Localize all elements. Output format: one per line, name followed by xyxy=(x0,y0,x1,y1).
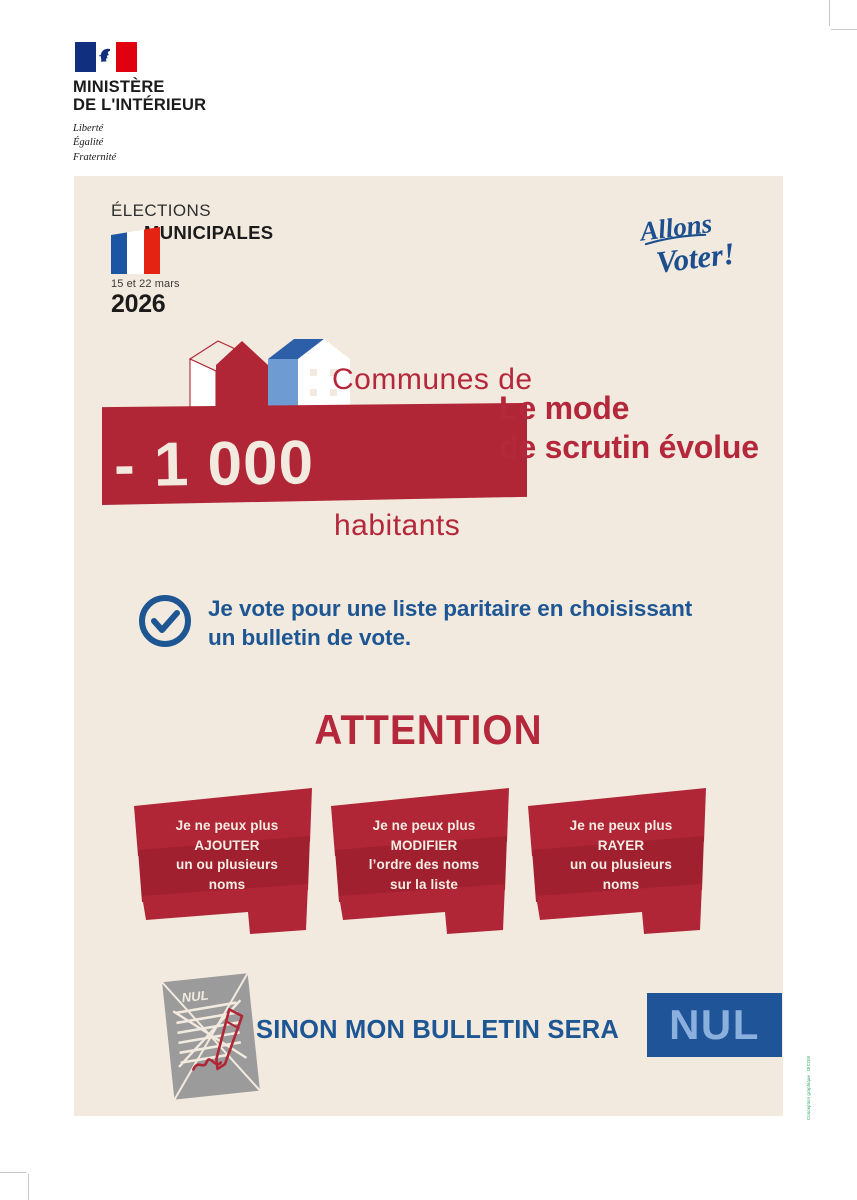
ribbon-rayer: Je ne peux plus RAYER un ou plusieurs no… xyxy=(526,784,716,944)
habitants-label: habitants xyxy=(334,509,461,542)
communes-block: Communes de - 1 000 habitants Le mode de… xyxy=(74,331,783,556)
ribbon-ajouter: Je ne peux plus AJOUTER un ou plusieurs … xyxy=(132,784,322,944)
statement-line2: un bulletin de vote. xyxy=(208,624,412,650)
red-banner-shape xyxy=(102,403,527,505)
ribbon-shape xyxy=(331,788,509,934)
ministry-name-line1: MINISTÈRE xyxy=(73,78,165,96)
motto-liberte: Liberté xyxy=(73,122,104,134)
mode-scrutin-line2: de scrutin évolue xyxy=(499,429,759,466)
municipales-word: MUNICIPALES xyxy=(144,222,274,243)
ribbon-detail-line2: noms xyxy=(602,876,640,892)
elections-word: ÉLECTIONS xyxy=(111,201,211,220)
ministry-name-line2: DE L'INTÉRIEUR xyxy=(73,96,207,115)
vote-statement: Je vote pour une liste paritaire en choi… xyxy=(138,591,758,653)
election-date: 15 et 22 mars xyxy=(111,278,180,290)
election-header: ÉLECTIONS MUNICIPALES 15 et 22 mars 2026 xyxy=(111,201,371,318)
marianne-profile-icon xyxy=(98,48,110,62)
ribbon-shape xyxy=(528,788,706,934)
ribbon-text: Je ne peux plus MODIFIER l’ordre des nom… xyxy=(329,816,519,894)
ribbon-detail-line1: un ou plusieurs xyxy=(175,857,278,873)
allons-voter-logo: Allons Voter! xyxy=(637,208,737,280)
marianne-flag-icon xyxy=(75,42,137,72)
ribbon-modifier: Je ne peux plus MODIFIER l’ordre des nom… xyxy=(329,784,519,944)
nul-badge-text: NUL xyxy=(669,1001,760,1048)
crop-mark-top-right-h xyxy=(831,29,857,30)
statement-line1: Je vote pour une liste paritaire en choi… xyxy=(208,596,693,621)
flag-band-white xyxy=(95,42,117,72)
ribbon-detail-line2: noms xyxy=(208,876,246,892)
ribbon-action: AJOUTER xyxy=(194,837,260,853)
ribbon-text: Je ne peux plus RAYER un ou plusieurs no… xyxy=(526,816,716,894)
french-flag-icon xyxy=(111,227,160,274)
ministry-name: MINISTÈRE DE L'INTÉRIEUR xyxy=(73,78,303,115)
republic-motto: Liberté Égalité Fraternité xyxy=(73,122,303,165)
population-number: - 1 000 xyxy=(113,427,315,500)
conclusion-row: NUL SINON MO xyxy=(74,966,783,1106)
attention-title: ATTENTION xyxy=(314,706,543,753)
nul-badge: NUL xyxy=(647,993,782,1057)
check-circle-icon xyxy=(139,595,191,647)
ribbon-detail-line1: l’ordre des noms xyxy=(368,857,480,873)
motto-egalite: Égalité xyxy=(73,137,104,149)
header-flag-blue xyxy=(111,227,128,274)
ministry-logo: MINISTÈRE DE L'INTÉRIEUR Liberté Égalité… xyxy=(73,42,303,165)
ballot-nul-label: NUL xyxy=(181,988,209,1006)
ribbon-intro: Je ne peux plus xyxy=(569,818,673,833)
ribbon-detail-line2: sur la liste xyxy=(390,876,458,892)
null-ballot-icon: NUL xyxy=(161,972,261,1101)
ribbon-action: RAYER xyxy=(597,837,645,853)
ribbon-intro: Je ne peux plus xyxy=(175,818,279,833)
ribbon-intro: Je ne peux plus xyxy=(372,818,476,833)
mode-scrutin-line1: Le mode xyxy=(499,390,630,426)
house-red xyxy=(216,341,268,423)
communes-label: Communes de xyxy=(332,363,533,396)
crop-mark-top-right-v xyxy=(829,0,830,26)
flag-band-red xyxy=(116,42,137,72)
mode-scrutin-heading: Le mode de scrutin évolue xyxy=(499,389,759,467)
flag-band-blue xyxy=(75,42,96,72)
election-year: 2026 xyxy=(111,290,166,318)
motto-fraternite: Fraternité xyxy=(73,151,117,163)
poster-panel: ÉLECTIONS MUNICIPALES 15 et 22 mars 2026… xyxy=(74,176,783,1116)
red-pen-icon xyxy=(192,1008,244,1071)
ribbon-action: MODIFIER xyxy=(390,837,458,853)
sinon-text: SINON MON BULLETIN SERA xyxy=(256,1016,620,1044)
ribbon-text: Je ne peux plus AJOUTER un ou plusieurs … xyxy=(132,816,322,894)
ribbon-detail-line1: un ou plusieurs xyxy=(569,857,672,873)
crop-mark-bottom-left-v xyxy=(28,1174,29,1200)
statement-text: Je vote pour une liste paritaire en choi… xyxy=(208,591,692,653)
header-flag-red xyxy=(143,227,160,274)
header-flag-white xyxy=(127,227,144,274)
ribbon-shape xyxy=(134,788,312,934)
credit-line: Conception graphique : DICOM xyxy=(806,1055,811,1120)
crop-mark-bottom-left-h xyxy=(0,1172,26,1173)
ribbons-group: Je ne peux plus AJOUTER un ou plusieurs … xyxy=(74,784,783,954)
